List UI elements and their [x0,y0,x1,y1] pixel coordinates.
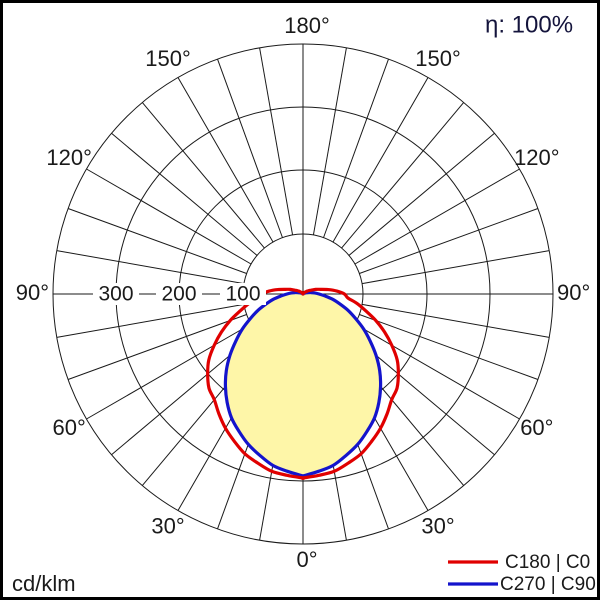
svg-text:η: 100%: η: 100% [485,11,573,38]
svg-text:150°: 150° [415,46,461,71]
svg-text:30°: 30° [421,514,454,539]
svg-text:120°: 120° [46,145,92,170]
svg-text:30°: 30° [151,514,184,539]
svg-text:90°: 90° [557,280,590,305]
svg-text:150°: 150° [145,46,191,71]
svg-text:C270 | C90: C270 | C90 [500,574,596,595]
svg-text:200: 200 [161,283,196,306]
svg-text:C180 | C0: C180 | C0 [505,552,590,573]
svg-text:60°: 60° [53,415,86,440]
svg-text:60°: 60° [520,415,553,440]
svg-text:90°: 90° [16,280,49,305]
svg-text:cd/klm: cd/klm [12,571,76,596]
svg-text:0°: 0° [296,547,317,572]
svg-text:120°: 120° [514,145,560,170]
svg-text:100: 100 [225,283,260,306]
svg-text:180°: 180° [284,13,330,38]
svg-text:300: 300 [98,283,133,306]
